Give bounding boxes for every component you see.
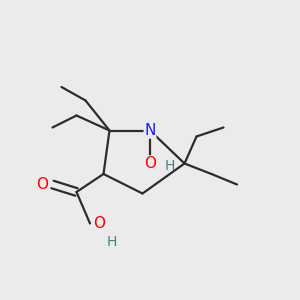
Text: O: O <box>93 216 105 231</box>
Text: H: H <box>165 160 175 173</box>
Text: H: H <box>106 235 117 248</box>
Text: O: O <box>36 177 48 192</box>
Text: N: N <box>144 123 156 138</box>
Text: O: O <box>144 156 156 171</box>
